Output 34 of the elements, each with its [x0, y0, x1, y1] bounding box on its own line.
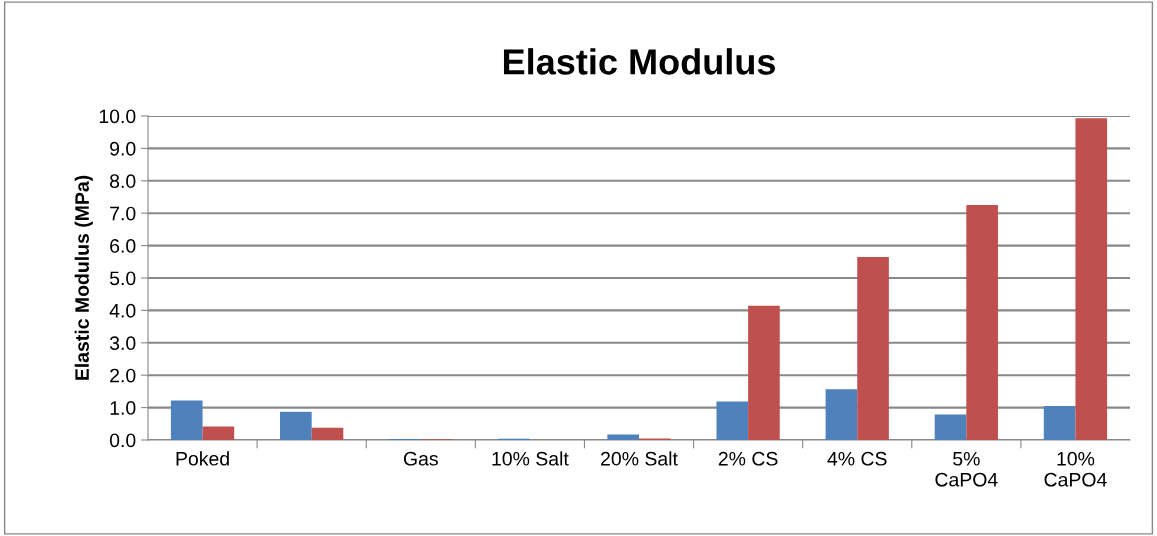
bar	[607, 434, 639, 440]
bar	[857, 256, 889, 440]
y-tick-label: 5.0	[109, 271, 136, 286]
y-tick-label: 2.0	[110, 368, 136, 383]
bar	[825, 389, 858, 440]
chart-title: Elastic Modulus	[503, 48, 775, 75]
y-axis-title: Elastic Modulus (MPa)	[74, 175, 93, 380]
bar	[934, 414, 967, 440]
bar	[170, 400, 203, 440]
y-tick-label: 10.0	[99, 109, 136, 124]
bar	[202, 426, 235, 440]
bar	[716, 401, 749, 440]
x-tick-label: 10% Salt	[492, 451, 569, 466]
bar	[280, 411, 312, 440]
y-tick-label: 4.0	[109, 303, 136, 318]
x-tick-label: 10% CaPO4	[1044, 451, 1107, 487]
bar	[966, 205, 998, 440]
y-tick-label: 6.0	[110, 239, 136, 253]
x-tick-label: Poked	[176, 451, 229, 466]
bar	[1043, 405, 1076, 440]
bar	[748, 305, 780, 440]
x-tick-label: Gas	[403, 451, 438, 466]
x-tick-label: 5% CaPO4	[935, 451, 998, 487]
y-tick-label: 0.0	[109, 433, 136, 448]
y-tick-label: 7.0	[110, 206, 136, 221]
y-tick-label: 9.0	[110, 141, 136, 156]
x-tick-label: 2% CS	[718, 451, 778, 466]
y-tick-label: 3.0	[109, 336, 136, 351]
bar	[311, 427, 344, 440]
x-tick-label: 20% Salt	[601, 451, 678, 466]
x-tick-label: 4% CS	[827, 451, 887, 466]
y-tick-label: 8.0	[110, 174, 136, 189]
y-tick-label: 1.0	[110, 401, 136, 415]
bar	[1075, 118, 1108, 440]
